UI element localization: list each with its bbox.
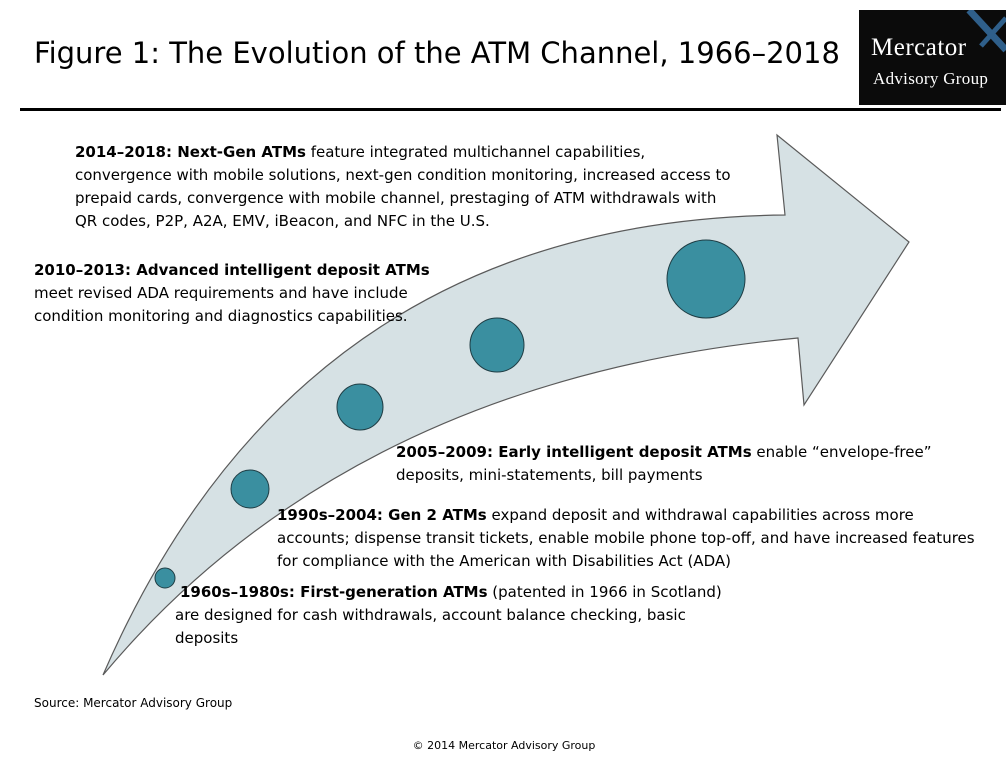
copyright-notice: © 2014 Mercator Advisory Group: [412, 739, 596, 752]
stage-description: meet revised ADA requirements and have i…: [34, 284, 408, 325]
milestone-2010: [469, 317, 525, 373]
figure-title: Figure 1: The Evolution of the ATM Chann…: [34, 36, 840, 70]
stage-period-label: 1990s–2004: Gen 2 ATMs: [277, 506, 487, 524]
milestone-1960s: [154, 567, 176, 589]
milestone-2014: [666, 239, 746, 319]
stage-period-label: 2010–2013: Advanced intelligent deposit …: [34, 261, 430, 279]
milestone-1990s: [230, 469, 270, 509]
stage-early-intelligent-deposit-atms: 2005–2009: Early intelligent deposit ATM…: [396, 441, 936, 487]
stage-advanced-intelligent-deposit-atms: 2010–2013: Advanced intelligent deposit …: [34, 259, 464, 328]
stage-period-label: 1960s–1980s: First-generation ATMs: [180, 583, 488, 601]
title-divider: [20, 108, 1001, 111]
stage-period-label: 2014–2018: Next-Gen ATMs: [75, 143, 306, 161]
stage-description: enable “envelope-free” deposits, mini-st…: [396, 443, 932, 484]
milestone-2005: [336, 383, 384, 431]
stage-description: expand deposit and withdrawal capabiliti…: [277, 506, 975, 570]
stage-description: (patented in 1966 in Scotland) are desig…: [175, 583, 722, 647]
stage-period-label: 2005–2009: Early intelligent deposit ATM…: [396, 443, 752, 461]
stage-first-generation-atms: 1960s–1980s: First-generation ATMs (pate…: [175, 581, 735, 650]
stage-description: feature integrated multichannel capabili…: [75, 143, 731, 230]
logo-x-mark-icon: [966, 10, 1006, 53]
mercator-logo: Mercator Advisory Group: [859, 10, 1006, 105]
stage-gen-2-atms: 1990s–2004: Gen 2 ATMs expand deposit an…: [277, 504, 977, 573]
stage-next-gen-atms: 2014–2018: Next-Gen ATMs feature integra…: [75, 141, 735, 233]
logo-wordmark: Mercator: [871, 34, 967, 61]
source-note: Source: Mercator Advisory Group: [34, 696, 233, 710]
logo-subtitle: Advisory Group: [873, 69, 989, 88]
